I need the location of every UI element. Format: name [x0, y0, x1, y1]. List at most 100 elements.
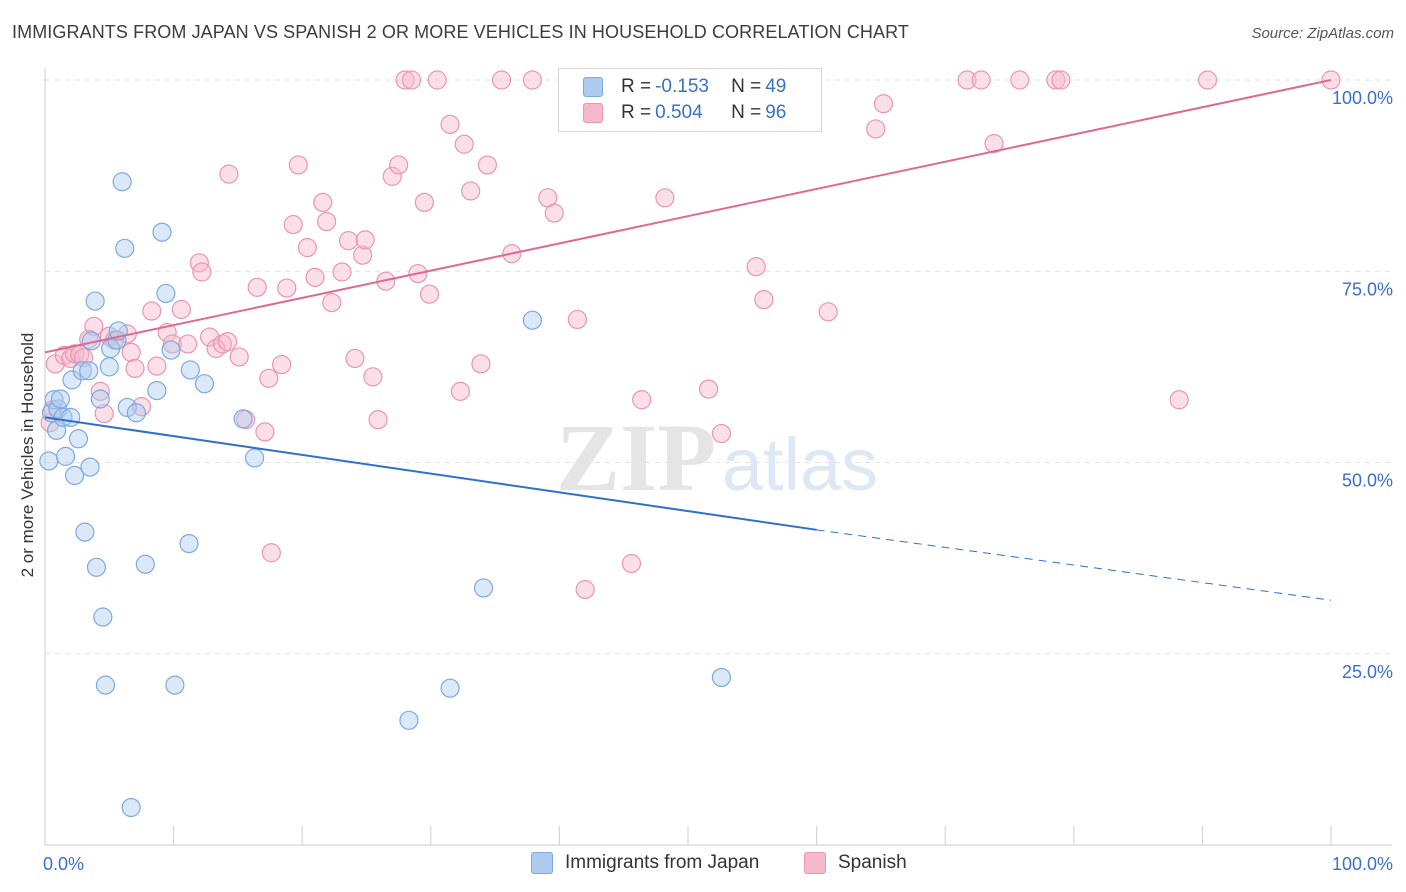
legend-n-value: 96	[765, 102, 787, 123]
legend-r-label: R =	[621, 76, 652, 97]
point-japan	[179, 533, 199, 554]
point-spanish	[259, 368, 279, 388]
point-spanish	[419, 284, 440, 304]
point-spanish	[621, 553, 642, 574]
point-spanish	[142, 301, 162, 321]
point-japan	[112, 172, 132, 192]
point-spanish	[90, 381, 110, 401]
point-japan	[99, 357, 119, 377]
point-spanish	[229, 347, 249, 367]
y-tick-label: 75.0%	[1342, 279, 1393, 299]
point-spanish	[131, 397, 152, 417]
point-spanish	[218, 332, 238, 352]
point-spanish	[94, 403, 114, 424]
point-japan	[121, 797, 141, 818]
legend-n-label: N =	[731, 76, 762, 97]
point-japan	[80, 457, 100, 477]
point-japan	[72, 361, 92, 381]
point-spanish	[454, 134, 474, 154]
point-spanish	[427, 70, 447, 90]
point-japan	[161, 340, 181, 360]
legend-n-label: N =	[731, 102, 762, 123]
point-japan	[115, 238, 135, 258]
point-japan	[180, 360, 200, 380]
point-spanish	[147, 356, 167, 376]
point-spanish	[219, 164, 239, 184]
point-japan	[152, 222, 172, 242]
point-spanish	[345, 348, 365, 369]
legend-swatch-spanish	[804, 852, 826, 874]
point-spanish	[1010, 70, 1030, 90]
point-japan	[117, 397, 137, 418]
legend-item-japan: Immigrants from Japan	[531, 852, 759, 874]
point-japan	[75, 522, 95, 542]
point-spanish	[363, 367, 383, 387]
point-spanish	[297, 237, 317, 258]
point-japan	[85, 291, 105, 311]
point-spanish	[471, 354, 491, 374]
point-spanish	[171, 299, 191, 320]
point-japan	[55, 446, 76, 466]
point-japan	[522, 310, 542, 330]
point-spanish	[1051, 70, 1071, 90]
point-japan	[79, 361, 99, 381]
point-spanish	[261, 543, 281, 563]
point-spanish	[389, 155, 409, 175]
point-spanish	[567, 309, 588, 330]
point-spanish	[971, 70, 991, 90]
legend-swatch-japan	[583, 77, 603, 97]
legend-swatch-japan	[531, 852, 553, 874]
legend-label-spanish: Spanish	[838, 852, 907, 873]
point-spanish	[754, 289, 774, 310]
point-spanish	[491, 70, 512, 90]
series-legend: Immigrants from Japan Spanish	[0, 852, 1406, 878]
point-japan	[93, 607, 113, 627]
point-japan	[61, 407, 81, 427]
point-spanish	[477, 155, 497, 175]
legend-r-value: 0.504	[655, 102, 703, 123]
point-spanish	[368, 410, 388, 430]
point-spanish	[746, 257, 766, 277]
point-japan	[39, 451, 59, 471]
point-spanish	[353, 245, 373, 265]
trendline-japan	[44, 416, 817, 531]
point-spanish	[632, 390, 652, 410]
point-spanish	[698, 379, 719, 399]
point-japan	[126, 403, 146, 423]
point-japan	[165, 675, 185, 695]
point-japan	[440, 678, 460, 698]
point-spanish	[450, 381, 470, 401]
chart-source: Source: ZipAtlas.com	[1251, 25, 1394, 42]
point-spanish	[873, 94, 894, 114]
point-spanish	[247, 277, 267, 297]
legend-item-spanish: Spanish	[804, 852, 907, 874]
point-spanish	[355, 230, 375, 250]
point-spanish	[544, 203, 564, 223]
point-japan	[68, 429, 89, 449]
point-spanish	[288, 155, 308, 175]
point-spanish	[522, 70, 542, 90]
point-spanish	[121, 342, 141, 362]
point-spanish	[338, 231, 359, 251]
point-spanish	[84, 316, 104, 336]
point-japan	[147, 380, 167, 401]
point-spanish	[575, 579, 595, 600]
point-spanish	[162, 334, 182, 354]
point-spanish	[1169, 390, 1189, 410]
point-japan	[95, 675, 116, 695]
point-spanish	[818, 302, 838, 322]
point-japan	[233, 409, 253, 429]
point-spanish	[461, 181, 481, 201]
legend-r-value: -0.153	[655, 76, 709, 97]
correlation-legend: R = -0.153 N = 49 R = 0.504 N = 96	[558, 68, 822, 132]
point-spanish	[332, 262, 352, 282]
point-spanish	[866, 119, 886, 139]
legend-label-japan: Immigrants from Japan	[565, 852, 760, 873]
trendline-japan-dashed	[816, 529, 1332, 601]
point-spanish	[1046, 70, 1066, 90]
point-spanish	[255, 422, 275, 442]
point-spanish	[125, 358, 145, 379]
point-spanish	[984, 133, 1004, 154]
legend-r-label: R =	[621, 102, 652, 123]
